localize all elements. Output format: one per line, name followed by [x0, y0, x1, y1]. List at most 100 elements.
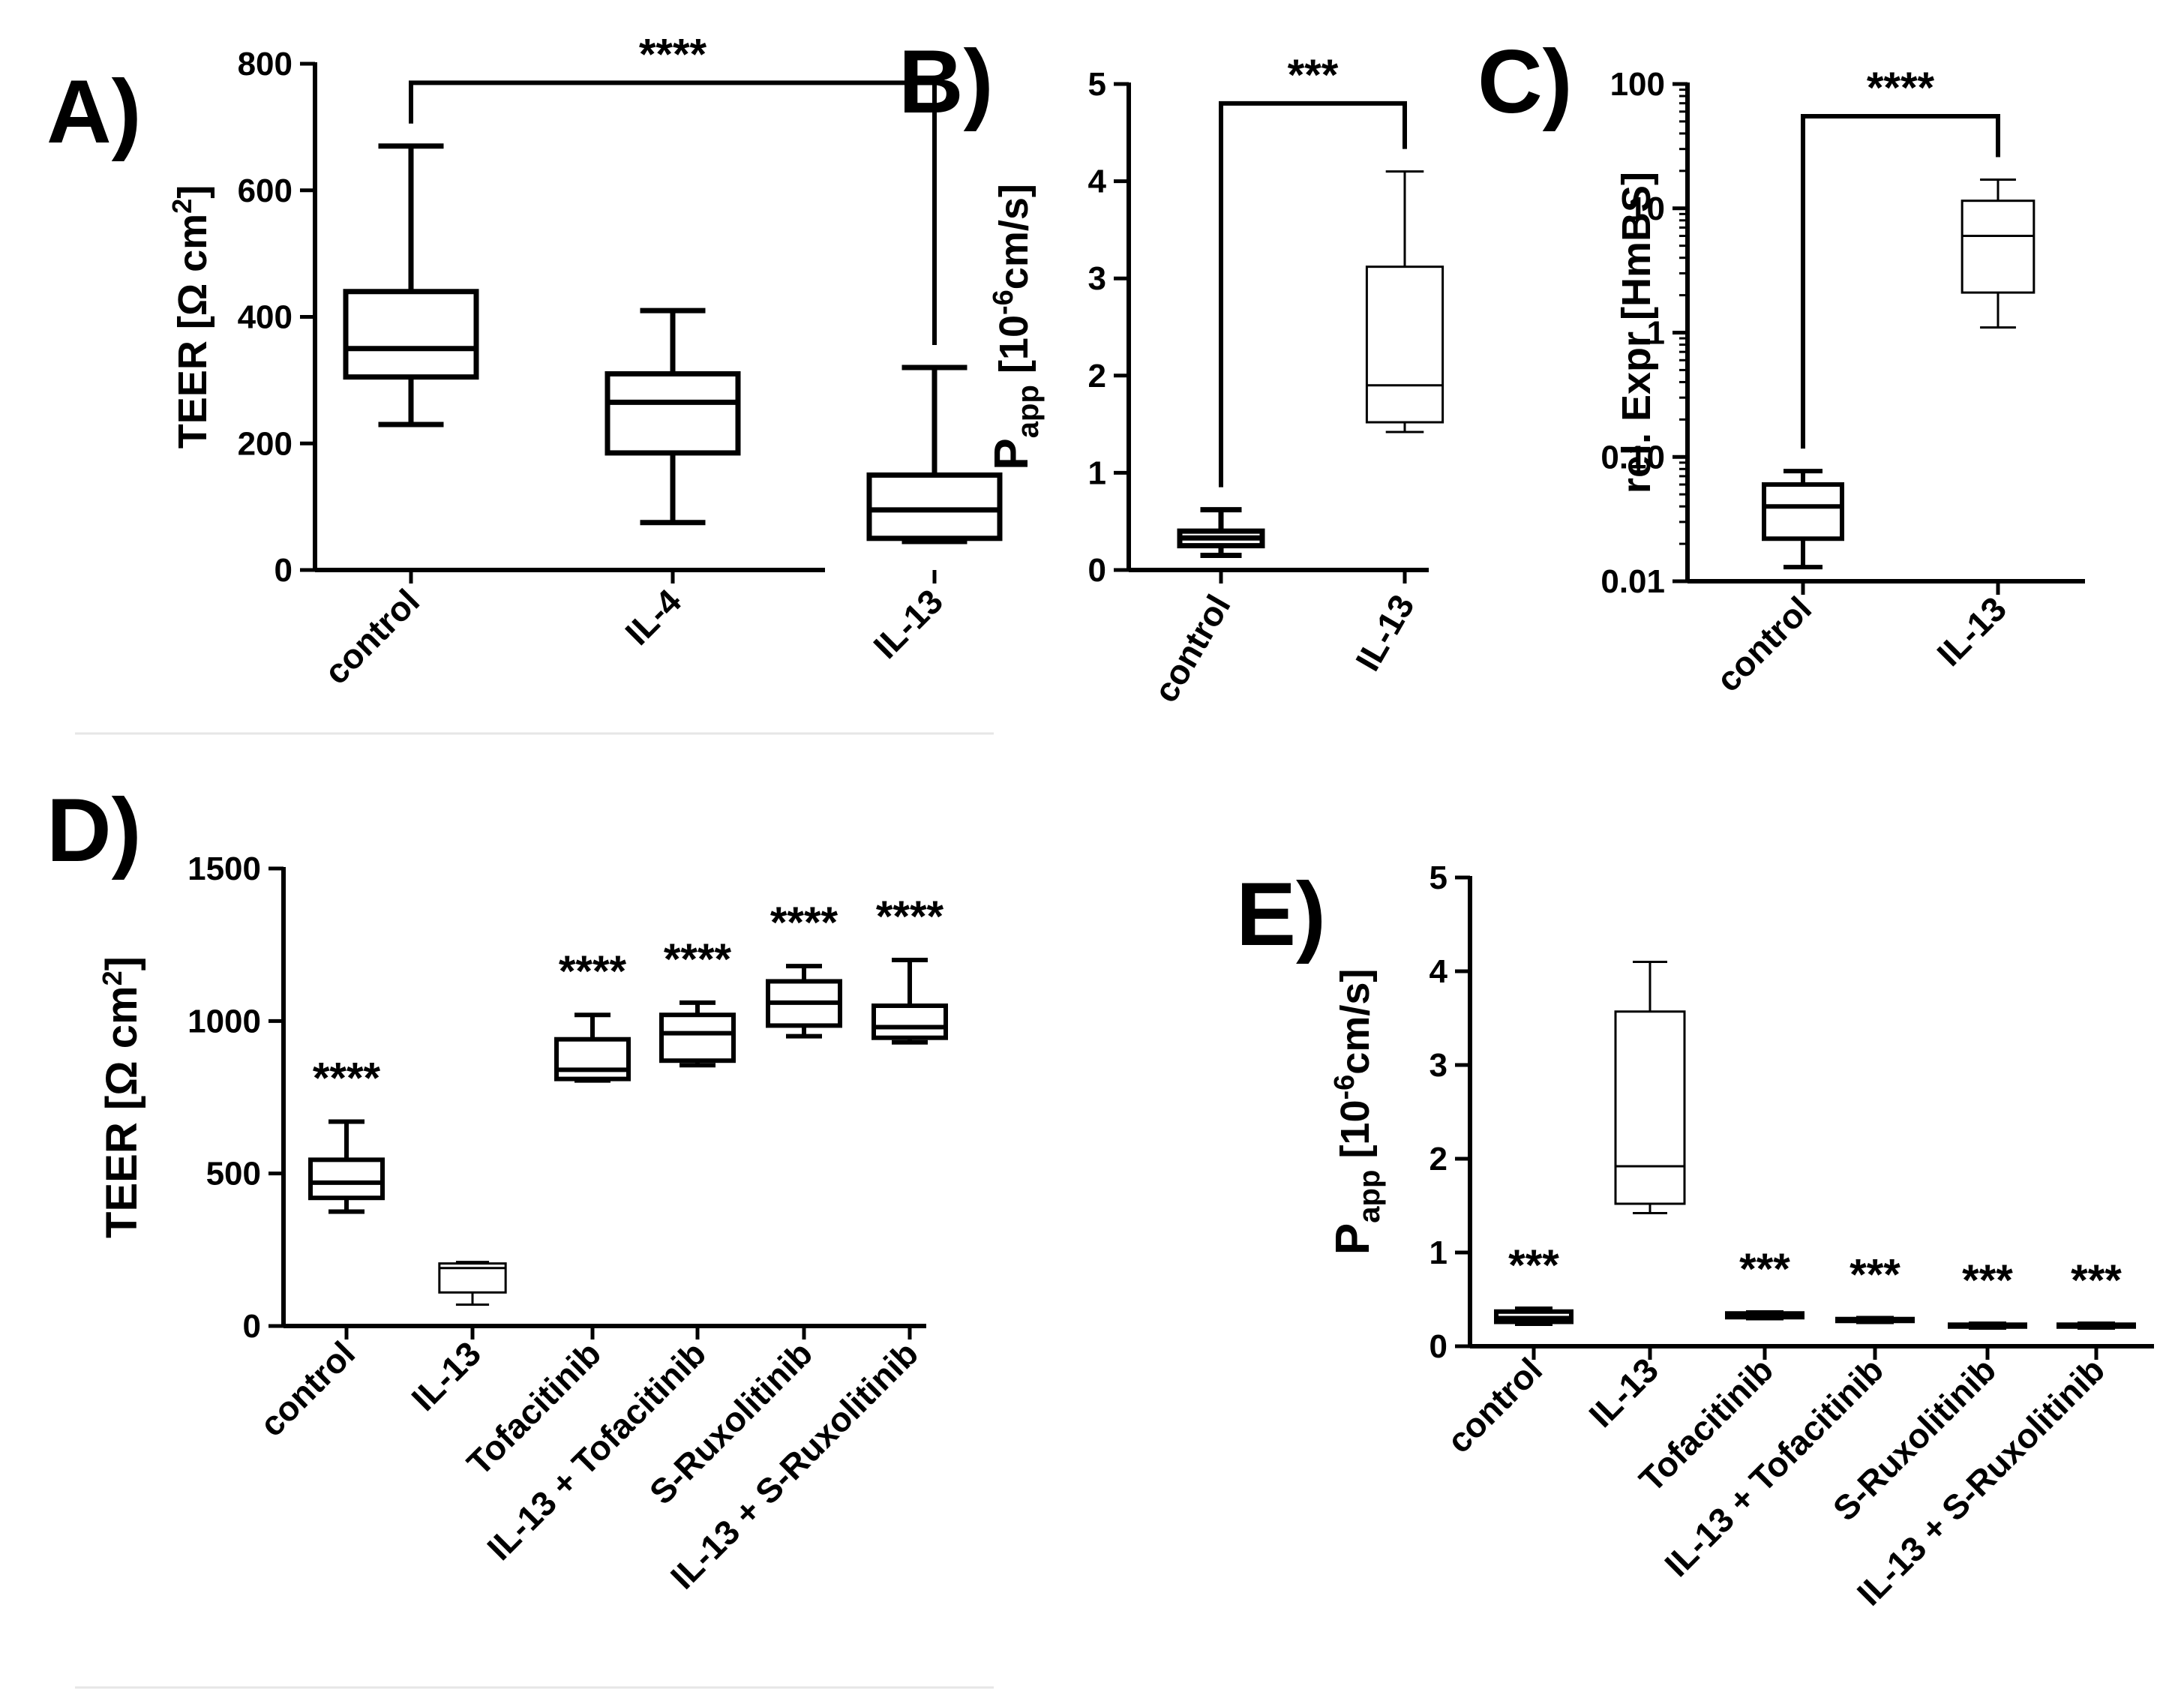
- x-tick-label: IL-4: [617, 581, 688, 652]
- y-tick-label: 3: [1088, 260, 1106, 297]
- x-tick-label: control: [252, 1334, 362, 1444]
- x-tick-label: control: [1439, 1350, 1550, 1460]
- significance-stars: ****: [559, 947, 627, 996]
- box-4: ***: [1948, 1256, 2027, 1330]
- y-tick-label: 4: [1088, 164, 1107, 200]
- y-tick-label: 0: [1088, 552, 1106, 589]
- x-tick-label: IL-13: [1581, 1350, 1666, 1435]
- y-tick-label: 200: [238, 425, 292, 462]
- box-3: ****: [659, 935, 736, 1068]
- y-tick-label: 4: [1430, 953, 1448, 990]
- bracket-line: [409, 80, 937, 345]
- y-tick-label: 0: [243, 1308, 261, 1345]
- box-2: ***: [1725, 1245, 1804, 1321]
- x-tick-label: control: [316, 581, 427, 692]
- significance-stars: ***: [2071, 1256, 2122, 1305]
- y-tick-label: 1: [1647, 315, 1665, 352]
- significance-bracket: ****: [1801, 64, 2000, 449]
- x-tick-label: IL-13 + Tofacitinib: [1657, 1350, 1891, 1584]
- y-tick-label: 0: [274, 552, 292, 589]
- y-tick-label: 0: [1430, 1328, 1448, 1365]
- box-0: [1177, 507, 1265, 559]
- box-0: ****: [308, 1054, 385, 1214]
- bracket-line: [1219, 100, 1407, 488]
- y-tick-label: 1000: [188, 1003, 261, 1040]
- box-iqr: [872, 1004, 948, 1040]
- panel-label: E): [1236, 864, 1326, 964]
- significance-stars: ****: [313, 1054, 381, 1103]
- box-1: [1614, 961, 1686, 1214]
- significance-stars: ****: [1867, 64, 1935, 112]
- panel-c: C) 0.01 0.10 1 10 100 control IL-13 **** rel. Exp…: [1478, 32, 2085, 699]
- panel-a: A) 0 200 400 600 800 control IL-4 IL-13 **** TEER …: [46, 30, 1003, 692]
- significance-stars: ***: [1962, 1256, 2013, 1305]
- y-axis-label: Papp [10-6cm/s]: [984, 184, 1045, 470]
- x-tick-label: IL-13: [1929, 589, 2014, 674]
- box-5: ****: [872, 892, 948, 1045]
- y-tick-label: 1: [1430, 1234, 1448, 1271]
- significance-stars: ***: [1850, 1251, 1900, 1300]
- panel-label: B): [898, 32, 994, 132]
- box-1: [604, 308, 741, 526]
- box-2: ****: [554, 947, 631, 1083]
- y-axis-label: TEER [Ω cm2]: [166, 185, 215, 448]
- significance-bracket: ***: [1219, 51, 1407, 488]
- y-axis-label: Papp [10-6cm/s]: [1325, 969, 1386, 1256]
- box-iqr: [1762, 482, 1844, 542]
- box-4: ****: [766, 898, 842, 1039]
- box-0: [1762, 469, 1844, 570]
- box-1: [438, 1261, 507, 1306]
- box-1: [1960, 178, 2036, 329]
- panel-label: A): [46, 62, 142, 162]
- box-iqr: [554, 1036, 631, 1082]
- x-tick-label: IL-13: [404, 1334, 488, 1418]
- panel-label: D): [46, 780, 142, 880]
- y-tick-label: 2: [1430, 1141, 1448, 1178]
- box-3: ***: [1835, 1251, 1915, 1324]
- significance-stars: ****: [770, 898, 838, 947]
- box-2: [866, 364, 1003, 544]
- panel-label: C): [1478, 32, 1573, 132]
- y-tick-label: 0.01: [1600, 563, 1665, 600]
- significance-stars: ****: [876, 892, 944, 941]
- box-iqr: [659, 1012, 736, 1064]
- box-iqr: [1365, 266, 1444, 424]
- box-iqr: [866, 472, 1003, 542]
- y-tick-label: 3: [1430, 1047, 1448, 1084]
- y-tick-label: 1: [1088, 454, 1106, 491]
- box-iqr: [343, 289, 479, 380]
- y-tick-label: 600: [238, 172, 292, 209]
- x-tick-label: IL-13: [1348, 588, 1422, 677]
- y-tick-label: 1500: [188, 850, 261, 887]
- y-tick-label: 800: [238, 46, 292, 82]
- box-iqr: [1614, 1010, 1686, 1205]
- y-axis-label: TEER [Ω cm2]: [97, 956, 146, 1238]
- y-tick-label: 400: [238, 299, 292, 336]
- x-tick-label: control: [1146, 588, 1238, 709]
- y-tick-label: 5: [1088, 66, 1106, 103]
- box-5: ***: [2056, 1256, 2136, 1330]
- significance-stars: ****: [664, 935, 732, 984]
- y-tick-label: 0.10: [1600, 439, 1665, 476]
- y-tick-label: 500: [206, 1156, 261, 1192]
- y-axis-label: rel. Expr [HmBS]: [1614, 172, 1659, 494]
- box-iqr: [604, 370, 741, 456]
- significance-stars: ***: [1288, 51, 1339, 100]
- panel-b: B) 0 1 2 3 4 5 control IL-13 *** Papp [10-6cm/s]: [898, 32, 1444, 709]
- x-tick-label: IL-13: [866, 581, 950, 666]
- significance-stars: ***: [1739, 1245, 1790, 1294]
- x-tick-label: control: [1708, 589, 1819, 699]
- y-tick-label: 5: [1430, 860, 1448, 896]
- box-0: ***: [1494, 1241, 1574, 1326]
- box-1: [1365, 170, 1444, 434]
- significance-stars: ***: [1508, 1241, 1559, 1290]
- box-0: [343, 143, 479, 428]
- y-tick-label: 10: [1628, 190, 1665, 227]
- box-iqr: [1960, 200, 2036, 294]
- y-tick-label: 2: [1088, 358, 1106, 394]
- y-tick-label: 100: [1610, 66, 1665, 103]
- bracket-line: [1801, 114, 2000, 449]
